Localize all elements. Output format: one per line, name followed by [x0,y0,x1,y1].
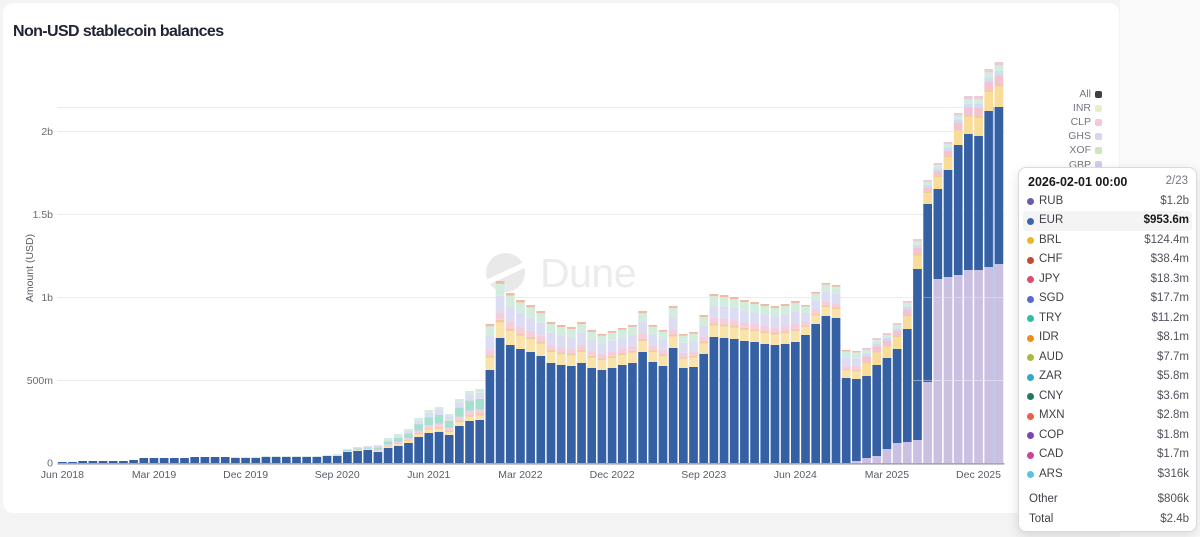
svg-text:Mar 2025: Mar 2025 [865,469,910,481]
svg-text:0: 0 [47,458,53,470]
svg-text:Mar 2019: Mar 2019 [132,469,177,481]
svg-text:1.5b: 1.5b [33,209,54,221]
svg-text:Dec 2019: Dec 2019 [223,469,268,481]
svg-text:Dec 2025: Dec 2025 [956,469,1001,481]
svg-text:Jun 2018: Jun 2018 [41,469,84,481]
svg-text:Jun 2024: Jun 2024 [774,469,817,481]
svg-text:2b: 2b [41,126,53,138]
svg-text:Dec 2022: Dec 2022 [590,469,635,481]
svg-text:Amount (USD): Amount (USD) [24,234,36,302]
svg-text:Mar 2022: Mar 2022 [498,469,543,481]
svg-text:Sep 2020: Sep 2020 [315,469,360,481]
svg-text:Dune: Dune [540,250,636,296]
svg-text:Sep 2023: Sep 2023 [681,469,726,481]
svg-text:1b: 1b [41,292,53,304]
svg-text:500m: 500m [27,375,54,387]
svg-text:Jun 2021: Jun 2021 [407,469,450,481]
